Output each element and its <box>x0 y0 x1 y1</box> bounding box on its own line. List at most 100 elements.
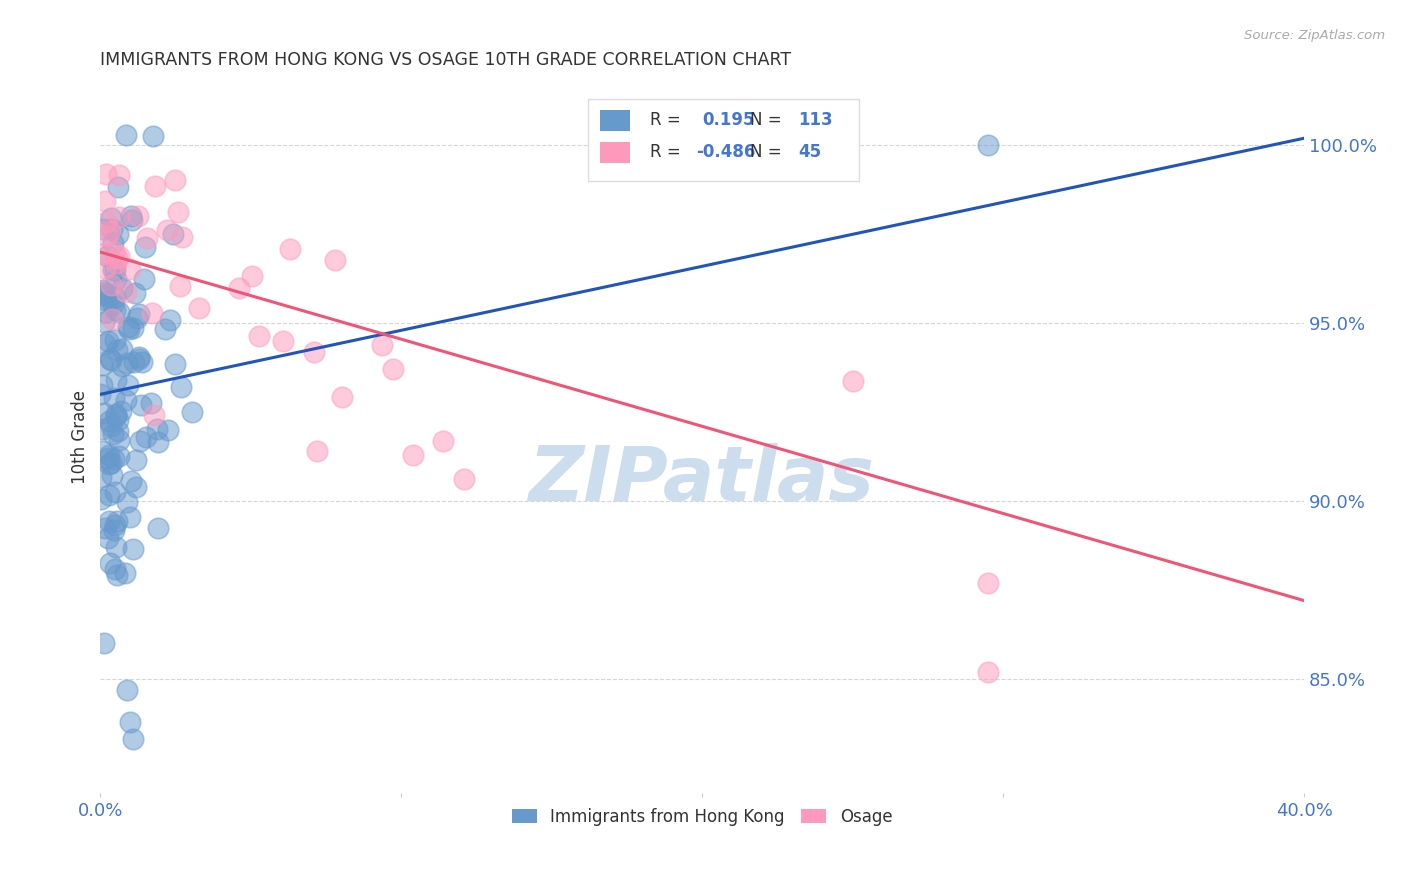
Point <box>432 434 454 448</box>
Point <box>94 194 117 209</box>
Point <box>100 211 122 225</box>
Point <box>114 285 136 300</box>
Point <box>371 338 394 352</box>
Point <box>100 221 122 235</box>
Point <box>122 732 145 747</box>
Point <box>146 422 169 436</box>
Point <box>165 357 187 371</box>
Point <box>111 359 134 374</box>
Point <box>107 413 129 427</box>
Point <box>146 435 169 450</box>
Point <box>142 408 165 422</box>
Point <box>977 138 1000 153</box>
Point <box>108 433 131 447</box>
Text: N =: N = <box>751 144 787 161</box>
Text: R =: R = <box>651 144 686 161</box>
Text: ZIPatlas: ZIPatlas <box>529 442 875 516</box>
Text: 0.195: 0.195 <box>702 112 755 129</box>
Point <box>170 230 193 244</box>
Point <box>94 167 117 181</box>
Point <box>100 277 122 292</box>
Point <box>89 469 111 483</box>
Point <box>841 374 863 388</box>
Point <box>188 301 211 315</box>
Point <box>135 430 157 444</box>
Point <box>128 351 150 365</box>
Point <box>108 210 131 224</box>
Text: N =: N = <box>751 112 787 129</box>
Point <box>139 396 162 410</box>
Point <box>111 342 134 356</box>
Point <box>104 272 127 286</box>
Point <box>96 228 118 243</box>
Point <box>91 443 114 458</box>
Point <box>104 409 127 423</box>
Point <box>101 312 124 326</box>
Point <box>108 168 131 182</box>
Point <box>90 288 112 302</box>
Point <box>89 387 111 401</box>
Point <box>115 495 138 509</box>
Point <box>100 556 122 570</box>
Point <box>115 392 138 407</box>
Point <box>247 328 270 343</box>
Point <box>100 456 122 470</box>
Point <box>108 305 131 319</box>
FancyBboxPatch shape <box>600 142 630 163</box>
Point <box>165 173 187 187</box>
Point <box>977 665 1000 679</box>
Point <box>271 334 294 349</box>
Point <box>153 321 176 335</box>
Point <box>117 682 139 697</box>
Point <box>104 333 127 347</box>
Point <box>93 636 115 650</box>
Point <box>91 358 114 372</box>
Y-axis label: 10th Grade: 10th Grade <box>72 390 89 484</box>
Point <box>156 423 179 437</box>
Point <box>127 209 149 223</box>
Point <box>98 351 121 366</box>
Point <box>103 263 125 277</box>
Point <box>93 336 115 351</box>
Point <box>121 213 143 227</box>
Point <box>105 343 128 358</box>
Point <box>134 240 156 254</box>
Point <box>129 398 152 412</box>
Point <box>332 390 354 404</box>
Point <box>156 223 179 237</box>
Point <box>100 224 122 238</box>
Point <box>122 321 145 335</box>
Point <box>104 562 127 576</box>
Point <box>96 248 118 262</box>
Point <box>90 421 112 435</box>
Point <box>104 263 127 277</box>
Point <box>323 252 346 267</box>
Point <box>90 283 112 297</box>
Point <box>97 457 120 471</box>
Point <box>104 290 127 304</box>
Point <box>103 244 125 259</box>
Point <box>120 714 142 729</box>
Point <box>117 320 139 334</box>
Point <box>125 311 148 326</box>
Point <box>107 180 129 194</box>
Point <box>401 449 423 463</box>
Point <box>120 210 142 224</box>
Point <box>240 269 263 284</box>
Point <box>100 419 122 434</box>
Point <box>134 272 156 286</box>
Point <box>91 222 114 236</box>
Legend: Immigrants from Hong Kong, Osage: Immigrants from Hong Kong, Osage <box>503 799 901 834</box>
Point <box>100 353 122 368</box>
Point <box>120 474 142 488</box>
Point <box>103 452 125 467</box>
Point <box>90 491 112 506</box>
Point <box>97 334 120 349</box>
Point <box>108 449 131 463</box>
Point <box>94 305 117 319</box>
Text: 45: 45 <box>799 144 821 161</box>
Point <box>124 285 146 300</box>
Point <box>124 480 146 494</box>
Point <box>122 354 145 368</box>
Point <box>105 251 128 265</box>
